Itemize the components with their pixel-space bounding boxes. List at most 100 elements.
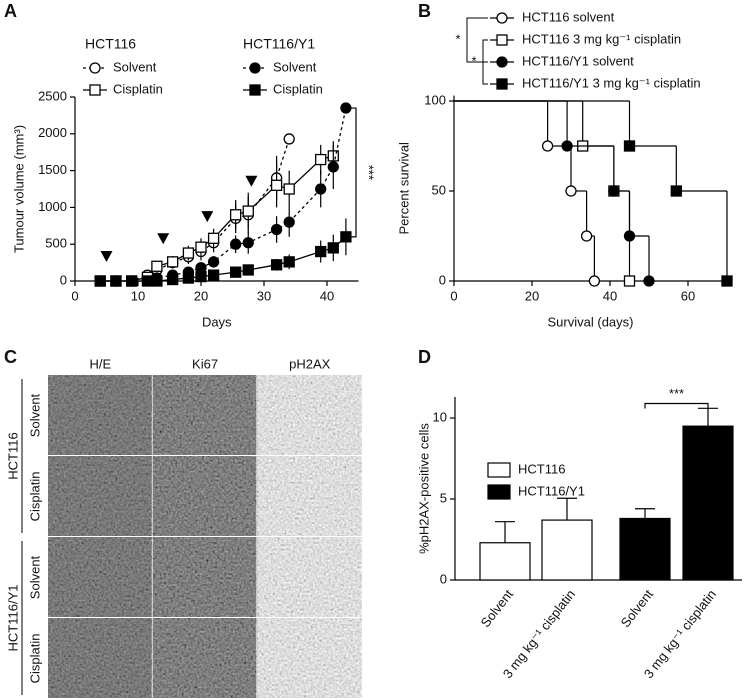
marker bbox=[207, 269, 220, 281]
marker bbox=[283, 133, 295, 145]
x-tick-label: 0 bbox=[71, 288, 78, 303]
treatment-marker bbox=[157, 233, 170, 245]
micrograph bbox=[152, 537, 257, 617]
y-axis-label: Percent survival bbox=[396, 142, 411, 235]
marker bbox=[270, 223, 283, 236]
marker bbox=[340, 102, 352, 114]
x-tick-label: 40 bbox=[603, 288, 617, 303]
column-label: Ki67 bbox=[192, 356, 218, 371]
marker bbox=[229, 209, 242, 221]
y-tick-label: 0 bbox=[60, 272, 67, 287]
y-tick-label: 0 bbox=[440, 571, 447, 586]
group-label: HCT116 bbox=[5, 432, 20, 479]
micrograph-tint bbox=[152, 618, 257, 698]
marker bbox=[283, 183, 295, 195]
marker bbox=[242, 205, 254, 217]
marker bbox=[270, 259, 283, 271]
marker bbox=[340, 231, 352, 243]
micrograph bbox=[152, 618, 257, 698]
x-tick-label: 0 bbox=[450, 288, 457, 303]
micrograph bbox=[152, 456, 257, 536]
significance-label: * bbox=[471, 53, 476, 68]
y-tick-label: 1000 bbox=[38, 199, 67, 214]
row-label: Solvent bbox=[27, 393, 42, 437]
x-tick-label: 40 bbox=[320, 288, 334, 303]
micrograph-tint bbox=[152, 456, 257, 536]
row-label: Cisplatin bbox=[27, 634, 42, 684]
significance-bracket bbox=[482, 39, 488, 85]
y-tick-label: 2000 bbox=[38, 125, 67, 140]
micrograph bbox=[257, 618, 362, 698]
treatment-marker bbox=[100, 251, 113, 263]
column-label: H/E bbox=[90, 356, 112, 371]
bar bbox=[479, 542, 531, 581]
legend-swatch bbox=[487, 462, 511, 478]
marker bbox=[195, 241, 207, 253]
marker bbox=[565, 185, 577, 197]
marker bbox=[151, 260, 163, 272]
micrograph bbox=[257, 537, 362, 617]
row-label: Cisplatin bbox=[27, 472, 42, 522]
marker bbox=[283, 256, 295, 268]
bar bbox=[619, 517, 671, 581]
micrograph-tint bbox=[48, 456, 152, 536]
micrograph-tint bbox=[152, 375, 257, 455]
marker bbox=[141, 275, 154, 287]
micrograph-tint bbox=[257, 618, 362, 698]
y-tick-label: 500 bbox=[45, 236, 67, 251]
marker bbox=[588, 275, 601, 287]
marker bbox=[315, 183, 327, 195]
significance-bracket bbox=[466, 17, 488, 63]
y-tick-label: 100 bbox=[424, 92, 446, 107]
series-line bbox=[100, 236, 347, 282]
micrograph bbox=[48, 375, 152, 455]
legend-marker bbox=[496, 56, 508, 68]
legend-marker bbox=[89, 84, 101, 96]
y-tick-label: 2500 bbox=[38, 88, 67, 103]
bar bbox=[541, 519, 593, 581]
legend-marker bbox=[249, 62, 261, 74]
legend-label: HCT116/Y1 solvent bbox=[522, 53, 634, 68]
marker bbox=[327, 242, 339, 254]
significance-label: *** bbox=[669, 386, 684, 401]
marker bbox=[207, 256, 220, 268]
marker bbox=[315, 153, 327, 166]
panel-letter: B bbox=[418, 1, 431, 21]
significance-label: *** bbox=[362, 165, 377, 180]
marker bbox=[110, 275, 122, 287]
marker bbox=[315, 245, 327, 258]
legend-label: HCT116/Y1 3 mg kg⁻¹ cisplatin bbox=[522, 75, 701, 90]
y-axis-label: %pH2AX-positive cells bbox=[416, 423, 431, 554]
x-tick-label: 3 mg kg⁻¹ cisplatin bbox=[641, 587, 719, 681]
marker bbox=[94, 275, 106, 287]
marker bbox=[670, 185, 682, 197]
y-tick-label: 1500 bbox=[38, 162, 67, 177]
legend-label: Solvent bbox=[113, 59, 157, 74]
x-tick-label: 60 bbox=[681, 288, 695, 303]
column-label: pH2AX bbox=[289, 356, 331, 371]
marker bbox=[207, 232, 220, 244]
marker bbox=[643, 275, 655, 287]
marker bbox=[580, 230, 593, 242]
x-tick-label: 30 bbox=[257, 288, 271, 303]
marker bbox=[623, 275, 636, 287]
x-axis-label: Days bbox=[202, 314, 232, 329]
legend-label: Cisplatin bbox=[273, 81, 323, 96]
legend-group: HCT116 bbox=[85, 36, 136, 52]
marker bbox=[229, 238, 242, 250]
x-tick-label: Solvent bbox=[478, 586, 517, 630]
micrograph-tint bbox=[257, 537, 362, 617]
micrograph-tint bbox=[257, 456, 362, 536]
micrograph bbox=[152, 375, 257, 455]
marker bbox=[126, 275, 138, 287]
marker bbox=[561, 140, 573, 152]
y-tick-label: 0 bbox=[439, 272, 446, 287]
series-line bbox=[100, 138, 290, 282]
marker bbox=[242, 237, 254, 249]
treatment-marker bbox=[201, 211, 214, 223]
micrograph-tint bbox=[48, 618, 152, 698]
marker bbox=[166, 256, 179, 268]
significance-label: * bbox=[455, 31, 460, 46]
marker bbox=[541, 140, 554, 152]
